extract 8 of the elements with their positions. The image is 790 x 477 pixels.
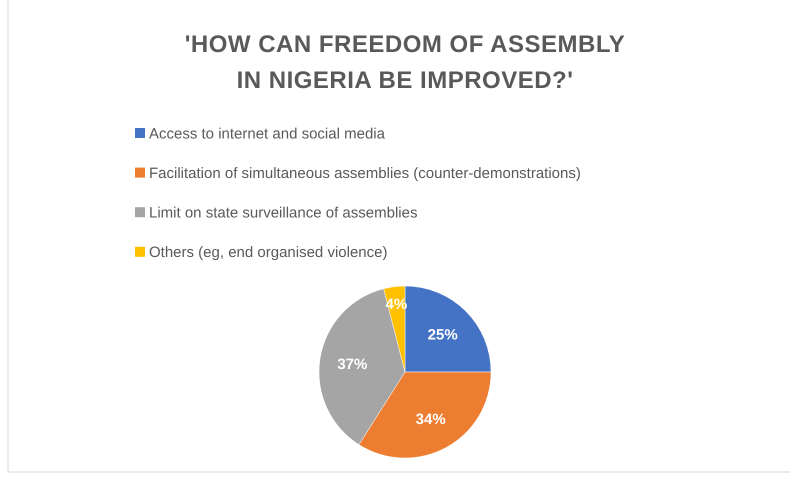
chart-title: 'HOW CAN FREEDOM OF ASSEMBLY IN NIGERIA BE IMPROVED?' bbox=[184, 31, 626, 94]
data-label: 34% bbox=[416, 410, 446, 428]
legend-label: Limit on state surveillance of assemblies bbox=[149, 204, 418, 222]
legend-label: Others (eg, end organised violence) bbox=[149, 244, 388, 262]
data-label: 25% bbox=[428, 326, 458, 344]
data-label: 37% bbox=[337, 356, 368, 373]
legend-label: Access to internet and social media bbox=[149, 125, 386, 142]
legend-label: Facilitation of simultaneous assemblies (counter-demonstrations) bbox=[149, 164, 581, 182]
